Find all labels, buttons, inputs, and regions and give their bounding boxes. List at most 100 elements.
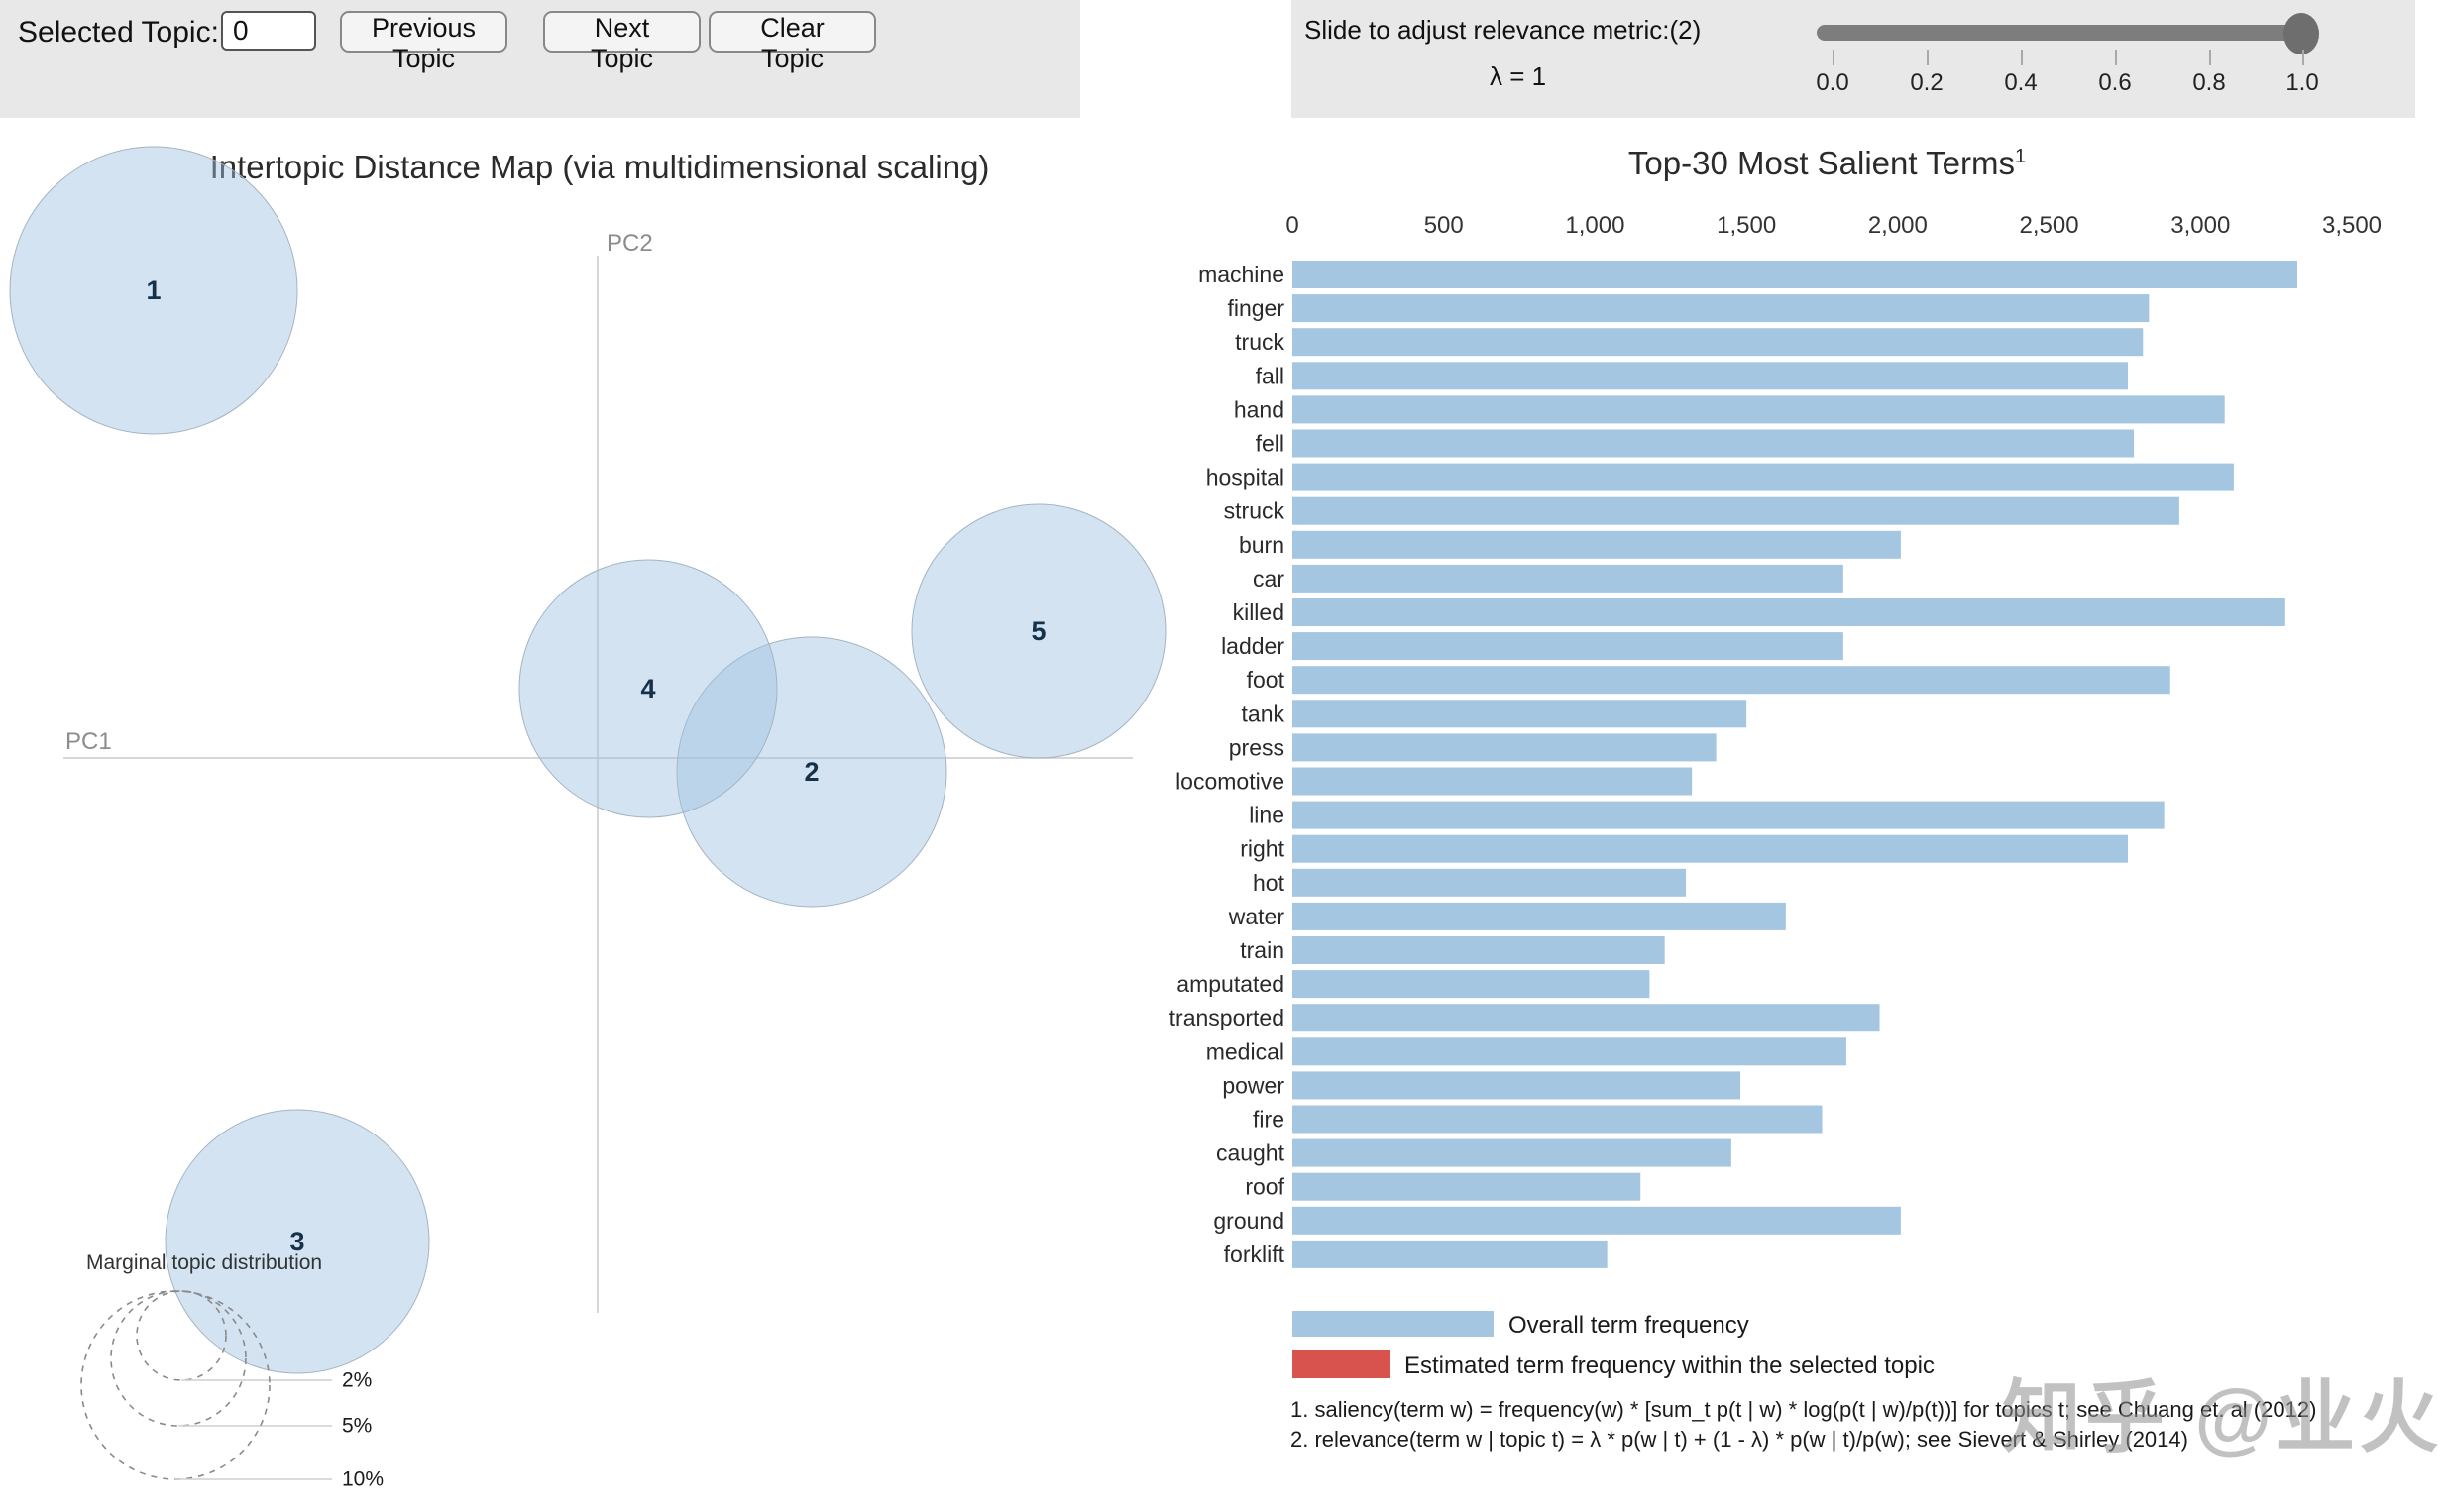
relevance-slider-handle[interactable]	[2283, 13, 2319, 54]
term-label-roof[interactable]: roof	[1245, 1174, 1284, 1200]
salient-terms-title: Top-30 Most Salient Terms1	[1169, 145, 2445, 182]
term-bar-tank[interactable]	[1292, 700, 1747, 728]
term-bar-hand[interactable]	[1292, 395, 2225, 424]
term-bar-foot[interactable]	[1292, 666, 2170, 695]
term-label-train[interactable]: train	[1240, 937, 1284, 963]
topic-circle-label-5[interactable]: 5	[1031, 616, 1046, 646]
term-label-hand[interactable]: hand	[1234, 396, 1284, 422]
term-label-truck[interactable]: truck	[1235, 329, 1284, 355]
next-topic-button[interactable]: Next Topic	[543, 11, 701, 73]
term-bar-finger[interactable]	[1292, 294, 2150, 323]
footnote-relevance: 2. relevance(term w | topic t) = λ * p(w…	[1290, 1427, 2188, 1452]
overall-frequency-label: Overall term frequency	[1508, 1312, 1749, 1339]
clear-topic-button[interactable]: Clear Topic	[709, 11, 876, 73]
term-bar-line[interactable]	[1292, 801, 2165, 829]
term-label-finger[interactable]: finger	[1227, 295, 1284, 321]
term-label-fire[interactable]: fire	[1253, 1107, 1284, 1133]
pc1-axis-label: PC1	[65, 728, 112, 755]
term-bar-right[interactable]	[1292, 834, 2128, 863]
term-label-transported[interactable]: transported	[1169, 1005, 1284, 1030]
term-bar-amputated[interactable]	[1292, 970, 1650, 999]
term-label-hot[interactable]: hot	[1253, 870, 1285, 896]
slider-tick-mark	[2209, 50, 2211, 65]
slider-tick-label: 1.0	[2285, 69, 2319, 96]
term-bar-fire[interactable]	[1292, 1105, 1823, 1134]
term-label-burn[interactable]: burn	[1239, 532, 1284, 558]
topic-circle-label-4[interactable]: 4	[640, 674, 655, 703]
topic-circle-label-3[interactable]: 3	[289, 1227, 304, 1256]
term-bar-medical[interactable]	[1292, 1037, 1846, 1066]
term-label-foot[interactable]: foot	[1247, 667, 1285, 693]
term-bar-burn[interactable]	[1292, 530, 1901, 559]
term-label-machine[interactable]: machine	[1198, 262, 1284, 287]
term-bar-fall[interactable]	[1292, 362, 2128, 390]
term-label-water[interactable]: water	[1228, 904, 1285, 929]
slider-tick-mark	[2302, 50, 2304, 65]
term-label-locomotive[interactable]: locomotive	[1175, 769, 1284, 795]
term-label-struck[interactable]: struck	[1224, 498, 1285, 524]
term-bar-caught[interactable]	[1292, 1138, 1731, 1167]
term-bar-hot[interactable]	[1292, 868, 1687, 897]
term-bar-fell[interactable]	[1292, 429, 2135, 458]
topic-circle-label-1[interactable]: 1	[146, 275, 161, 305]
selected-topic-label: Selected Topic:	[18, 16, 219, 49]
topic-circle-4[interactable]	[518, 559, 778, 818]
term-label-killed[interactable]: killed	[1233, 599, 1284, 625]
x-axis-tick-label: 0	[1285, 212, 1298, 239]
slider-tick-mark	[1833, 50, 1834, 65]
term-label-power[interactable]: power	[1222, 1072, 1284, 1098]
term-bar-forklift[interactable]	[1292, 1240, 1608, 1268]
slider-tick-label: 0.2	[1910, 69, 1944, 96]
term-bar-car[interactable]	[1292, 564, 1843, 593]
term-label-fall[interactable]: fall	[1256, 363, 1284, 388]
term-bar-transported[interactable]	[1292, 1004, 1880, 1032]
term-label-line[interactable]: line	[1249, 803, 1284, 828]
term-bar-water[interactable]	[1292, 902, 1786, 930]
term-label-tank[interactable]: tank	[1242, 701, 1285, 726]
term-label-forklift[interactable]: forklift	[1224, 1242, 1285, 1267]
salient-terms-title-superscript: 1	[2014, 146, 2027, 167]
term-bar-struck[interactable]	[1292, 496, 2179, 525]
term-label-fell[interactable]: fell	[1256, 431, 1284, 457]
x-axis-tick-label: 3,500	[2322, 212, 2382, 239]
term-label-caught[interactable]: caught	[1216, 1140, 1285, 1166]
topic-circle-3[interactable]	[165, 1109, 430, 1374]
relevance-slider-track[interactable]	[1817, 25, 2319, 41]
term-bar-machine[interactable]	[1292, 261, 2298, 288]
term-label-car[interactable]: car	[1253, 566, 1284, 592]
topic-circle-1[interactable]	[9, 146, 298, 435]
term-label-amputated[interactable]: amputated	[1176, 971, 1284, 997]
term-bar-train[interactable]	[1292, 936, 1665, 964]
slider-tick-mark	[2021, 50, 2023, 65]
term-bar-locomotive[interactable]	[1292, 767, 1693, 796]
slider-tick-label: 0.6	[2098, 69, 2132, 96]
x-axis-tick-label: 2,000	[1868, 212, 1928, 239]
term-label-hospital[interactable]: hospital	[1206, 465, 1284, 490]
term-label-ground[interactable]: ground	[1213, 1208, 1284, 1234]
term-label-ladder[interactable]: ladder	[1221, 633, 1284, 659]
term-bar-hospital[interactable]	[1292, 463, 2234, 491]
term-bar-truck[interactable]	[1292, 328, 2144, 357]
term-bar-power[interactable]	[1292, 1071, 1741, 1100]
topic-circle-label-2[interactable]: 2	[804, 757, 819, 787]
marginal-legend-title: Marginal topic distribution	[86, 1251, 322, 1274]
relevance-slider-label: Slide to adjust relevance metric:(2)	[1304, 15, 1702, 45]
term-bar-ladder[interactable]	[1292, 632, 1843, 661]
slider-tick-mark	[1927, 50, 1929, 65]
topic-circle-5[interactable]	[911, 503, 1167, 759]
topic-control-bar: Selected Topic: Previous Topic Next Topi…	[0, 0, 1080, 118]
footnote-saliency: 1. saliency(term w) = frequency(w) * [su…	[1290, 1397, 2317, 1422]
term-label-press[interactable]: press	[1229, 734, 1284, 760]
term-label-medical[interactable]: medical	[1206, 1038, 1284, 1064]
intertopic-distance-map: PC2 PC1 1 2 3 4 5 Marginal topic distributio…	[9, 146, 1167, 1491]
slider-tick-label: 0.8	[2192, 69, 2226, 96]
selected-topic-input[interactable]	[221, 11, 316, 51]
term-bar-press[interactable]	[1292, 733, 1717, 762]
marginal-topic-legend: Marginal topic distribution 2% 5% 10%	[80, 1251, 384, 1491]
term-bar-ground[interactable]	[1292, 1206, 1901, 1235]
previous-topic-button[interactable]: Previous Topic	[340, 11, 507, 73]
term-bar-roof[interactable]	[1292, 1172, 1641, 1201]
topic-circle-2[interactable]	[676, 636, 947, 908]
term-label-right[interactable]: right	[1240, 836, 1284, 862]
term-bar-killed[interactable]	[1292, 598, 2285, 626]
